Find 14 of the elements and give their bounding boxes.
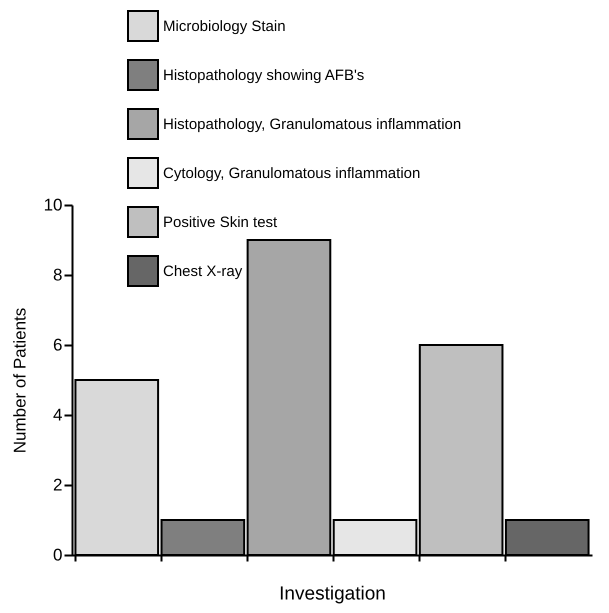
y-tick-label: 4 bbox=[53, 406, 62, 424]
legend-label: Histopathology, Granulomatous inflammation bbox=[163, 116, 462, 133]
legend-label: Cytology, Granulomatous inflammation bbox=[163, 165, 420, 182]
y-tick-label: 2 bbox=[53, 476, 62, 494]
legend-label: Histopathology showing AFB's bbox=[163, 67, 364, 84]
y-tick-label: 10 bbox=[44, 196, 62, 214]
y-tick-label: 6 bbox=[53, 336, 62, 354]
y-tick-label: 0 bbox=[53, 546, 62, 564]
legend-label: Microbiology Stain bbox=[163, 18, 286, 35]
legend-label: Chest X-ray bbox=[163, 263, 243, 280]
x-axis-title: Investigation bbox=[279, 584, 386, 604]
y-tick-label: 8 bbox=[53, 266, 62, 284]
legend-label: Positive Skin test bbox=[163, 214, 278, 231]
y-axis-title: Number of Patients bbox=[10, 308, 30, 454]
